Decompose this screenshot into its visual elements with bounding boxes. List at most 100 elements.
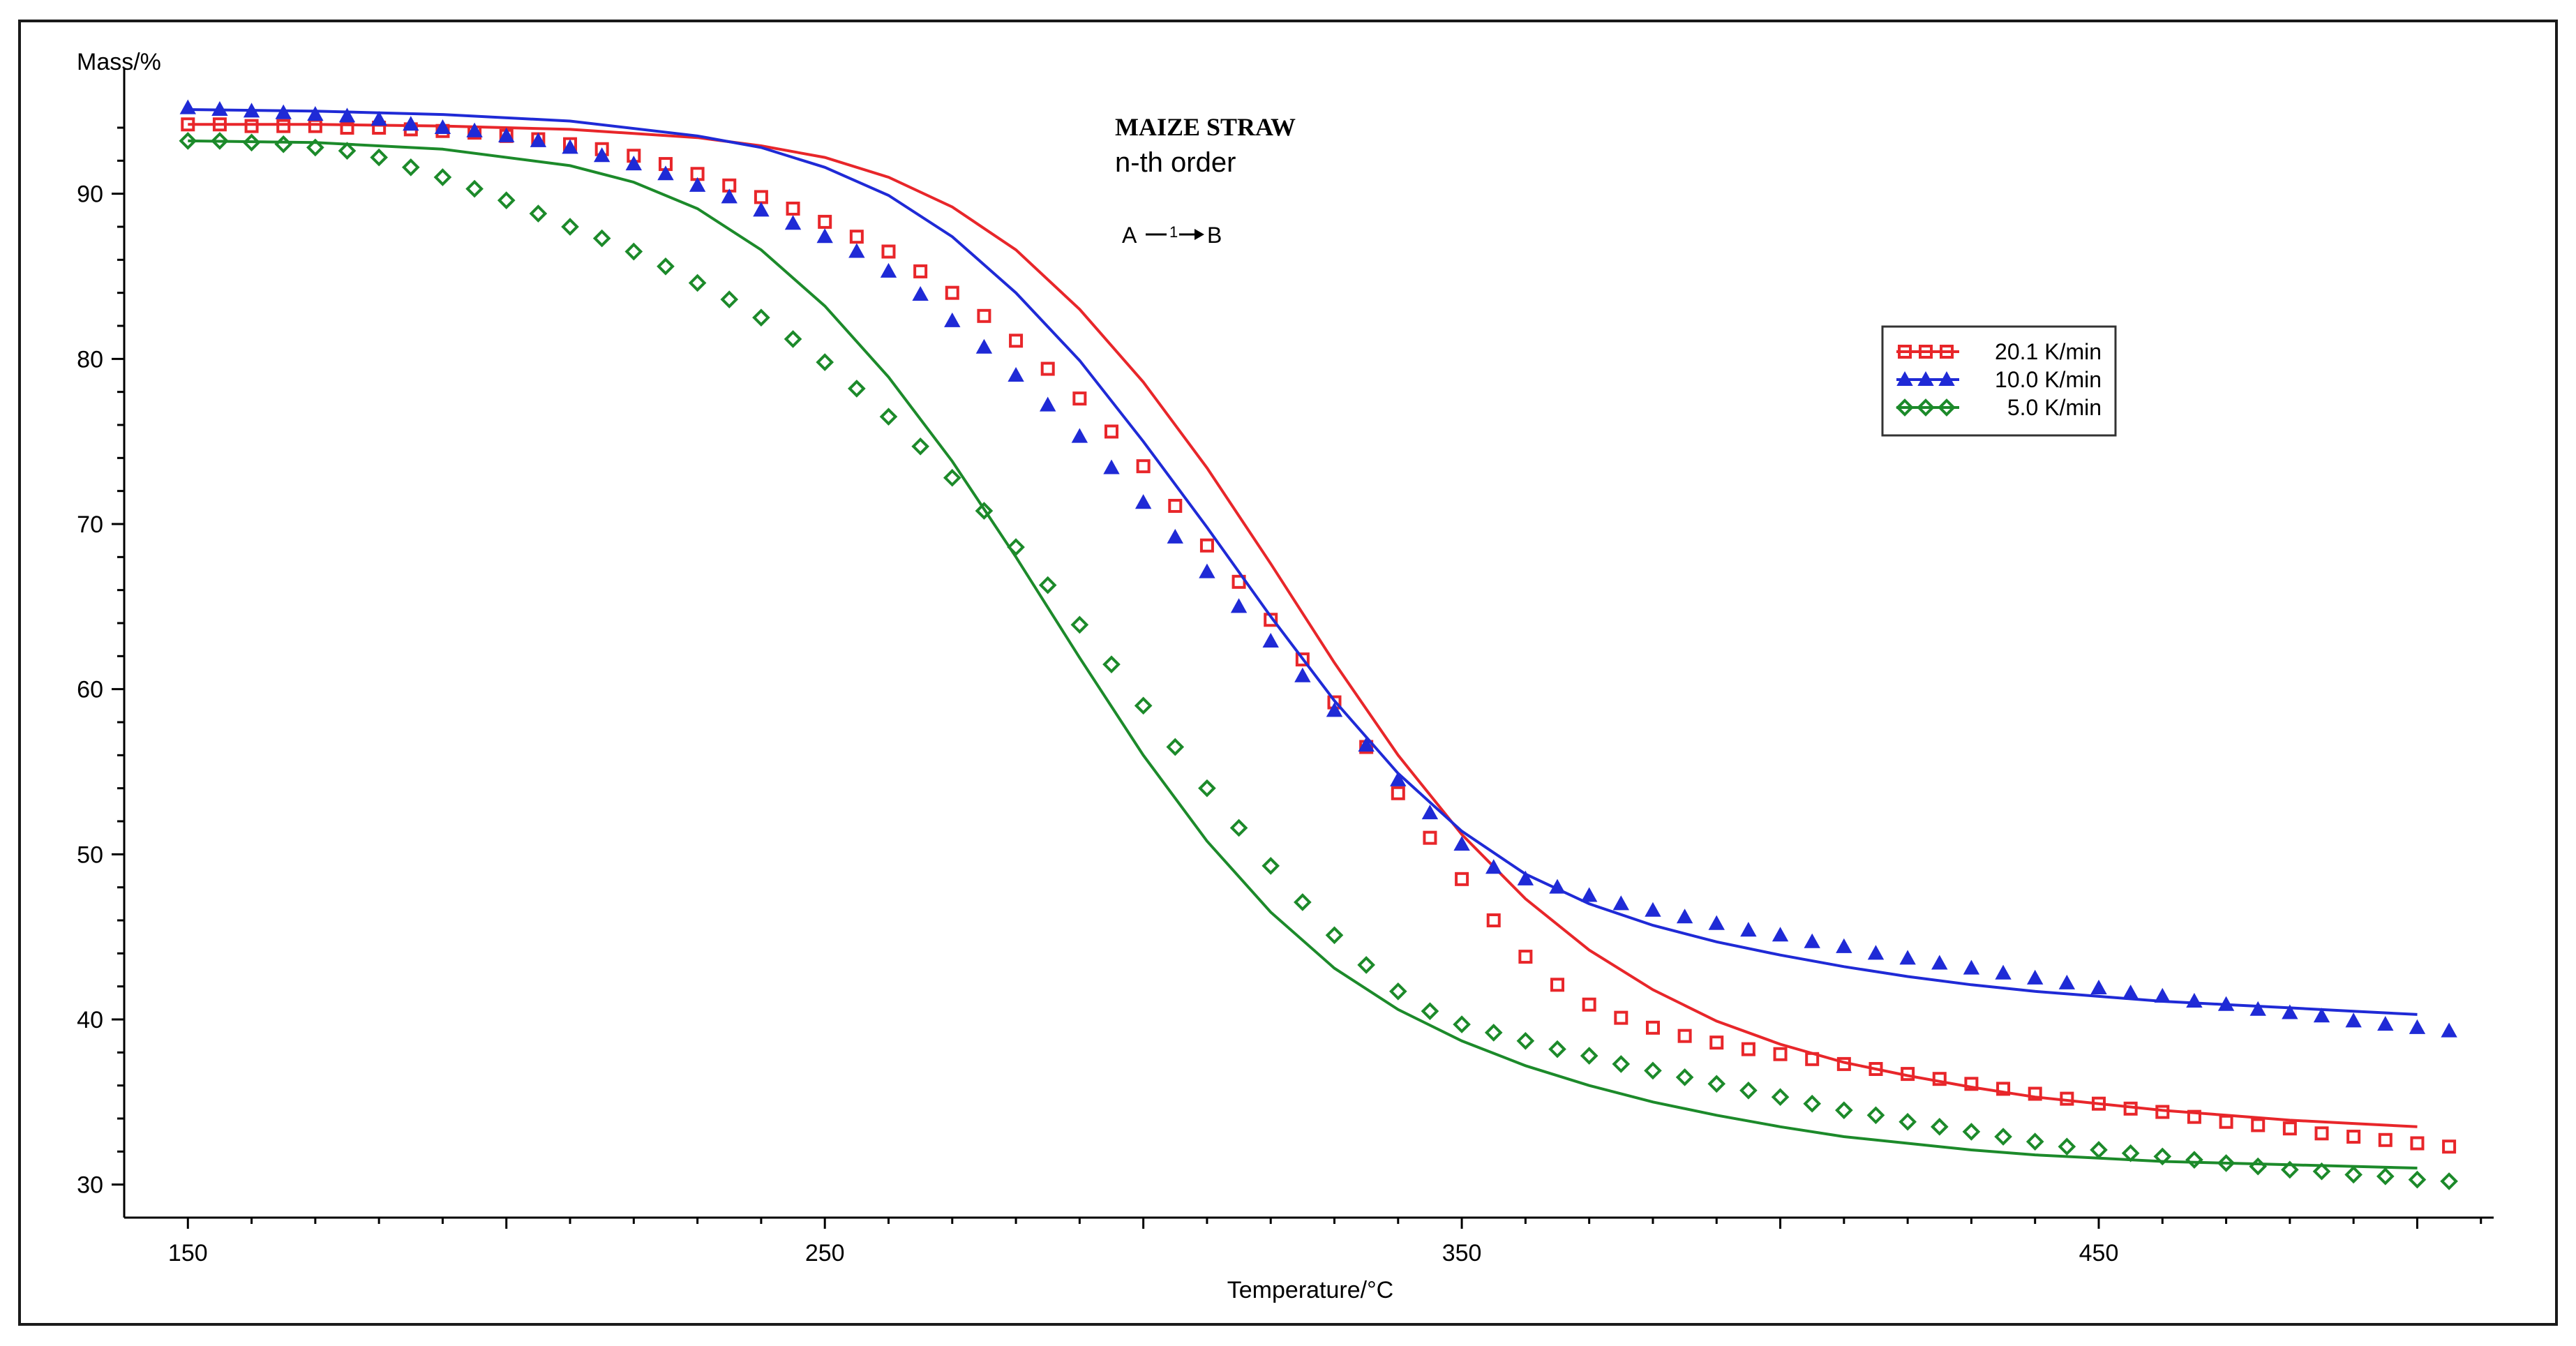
data-point-triangle bbox=[1040, 396, 1056, 412]
data-point-diamond bbox=[2185, 1151, 2203, 1169]
data-point-diamond bbox=[2281, 1160, 2299, 1179]
data-point-diamond bbox=[306, 138, 324, 157]
data-point-diamond bbox=[2217, 1154, 2236, 1172]
data-point-square bbox=[849, 230, 864, 244]
data-point-triangle bbox=[2249, 1001, 2266, 1016]
data-point-square bbox=[818, 214, 832, 229]
data-point-diamond bbox=[784, 330, 802, 348]
data-point-square bbox=[1901, 1067, 1915, 1082]
data-point-square bbox=[2092, 1096, 2106, 1111]
data-point-diamond bbox=[1580, 1047, 1598, 1065]
y-tick-label: 50 bbox=[77, 842, 103, 868]
data-point-triangle bbox=[689, 177, 706, 192]
data-point-triangle bbox=[625, 156, 643, 171]
data-point-triangle bbox=[1867, 945, 1885, 960]
data-point-triangle bbox=[1708, 915, 1725, 930]
data-point-diamond bbox=[816, 353, 834, 371]
x-axis-label: Temperature/°C bbox=[1227, 1277, 1393, 1303]
data-point-triangle bbox=[2154, 987, 2171, 1003]
data-point-triangle bbox=[593, 147, 611, 163]
data-point-diamond bbox=[2153, 1147, 2172, 1166]
series-triangle bbox=[179, 99, 2457, 1038]
data-point-triangle bbox=[2313, 1008, 2330, 1023]
x-tick-label: 450 bbox=[2079, 1240, 2119, 1266]
data-point-diamond bbox=[1644, 1061, 1662, 1080]
data-point-square bbox=[2219, 1114, 2233, 1129]
y-tick-label: 90 bbox=[77, 181, 103, 208]
legend-marker bbox=[1898, 345, 1912, 359]
data-point-square bbox=[244, 119, 259, 133]
data-point-diamond bbox=[561, 218, 579, 236]
data-point-triangle bbox=[816, 228, 833, 244]
data-point-square bbox=[2346, 1130, 2361, 1144]
model-curve-triangle bbox=[188, 108, 2418, 1016]
data-point-triangle bbox=[2377, 1016, 2394, 1031]
axes bbox=[123, 68, 2494, 1219]
data-point-square bbox=[1932, 1072, 1947, 1086]
data-point-triangle bbox=[211, 100, 228, 116]
data-point-square bbox=[945, 285, 959, 300]
data-point-triangle bbox=[2058, 974, 2076, 989]
legend-marker bbox=[1917, 371, 1934, 386]
data-point-diamond bbox=[1294, 893, 1312, 911]
data-point-diamond bbox=[338, 142, 357, 160]
data-point-diamond bbox=[911, 437, 929, 456]
data-point-square bbox=[2123, 1101, 2138, 1116]
data-point-triangle bbox=[1421, 805, 1439, 820]
chart-subtitle: n-th order bbox=[1115, 147, 1236, 178]
data-point-diamond bbox=[2408, 1170, 2427, 1189]
data-point-triangle bbox=[2441, 1022, 2457, 1038]
data-point-diamond bbox=[1771, 1088, 1790, 1107]
data-point-triangle bbox=[179, 99, 196, 114]
data-point-triangle bbox=[1167, 528, 1183, 544]
y-tick-label: 40 bbox=[77, 1007, 103, 1033]
data-point-square bbox=[1391, 786, 1405, 800]
data-point-triangle bbox=[1549, 878, 1566, 894]
data-point-diamond bbox=[1516, 1031, 1535, 1050]
data-point-square bbox=[1582, 997, 1596, 1012]
data-point-triangle bbox=[562, 139, 578, 154]
data-point-square bbox=[1869, 1062, 1883, 1076]
data-point-diamond bbox=[1325, 926, 1344, 945]
legend: 20.1 K/min 10.0 K/min 5.0 K/min bbox=[1881, 325, 2117, 437]
data-point-diamond bbox=[211, 132, 229, 150]
data-point-diamond bbox=[1835, 1101, 1853, 1119]
data-point-triangle bbox=[1199, 563, 1215, 578]
data-point-diamond bbox=[1994, 1128, 2012, 1146]
data-point-square bbox=[1964, 1077, 1979, 1091]
series-layer bbox=[179, 99, 2458, 1190]
data-point-triangle bbox=[1517, 870, 1534, 885]
data-point-diamond bbox=[465, 179, 484, 198]
data-point-diamond bbox=[1261, 857, 1280, 875]
data-point-diamond bbox=[497, 191, 516, 209]
data-point-triangle bbox=[2409, 1019, 2426, 1034]
data-point-square bbox=[1836, 1056, 1851, 1071]
data-point-diamond bbox=[433, 168, 452, 186]
data-point-triangle bbox=[1645, 902, 1661, 917]
data-point-diamond bbox=[274, 135, 293, 154]
data-point-triangle bbox=[1899, 950, 1916, 965]
data-point-diamond bbox=[1930, 1118, 1949, 1136]
data-point-diamond bbox=[2376, 1167, 2395, 1186]
data-point-square bbox=[308, 119, 322, 133]
data-point-triangle bbox=[1135, 494, 1152, 509]
legend-marker bbox=[1917, 398, 1935, 417]
data-point-square bbox=[1486, 913, 1501, 927]
data-point-diamond bbox=[1198, 779, 1216, 798]
data-point-triangle bbox=[975, 338, 993, 354]
data-point-triangle bbox=[1676, 908, 1693, 924]
data-point-square bbox=[1996, 1082, 2011, 1096]
data-point-diamond bbox=[1484, 1024, 1503, 1042]
x-tick-label: 250 bbox=[805, 1240, 845, 1266]
data-point-diamond bbox=[1421, 1002, 1439, 1020]
data-point-triangle bbox=[1230, 598, 1248, 613]
data-point-square bbox=[1295, 652, 1310, 667]
data-point-triangle bbox=[944, 312, 961, 327]
data-point-square bbox=[977, 308, 991, 323]
data-point-diamond bbox=[688, 274, 707, 292]
legend-marker bbox=[1940, 345, 1954, 359]
data-point-triangle bbox=[1103, 459, 1120, 474]
data-point-triangle bbox=[1612, 895, 1630, 911]
data-point-triangle bbox=[1326, 702, 1343, 717]
